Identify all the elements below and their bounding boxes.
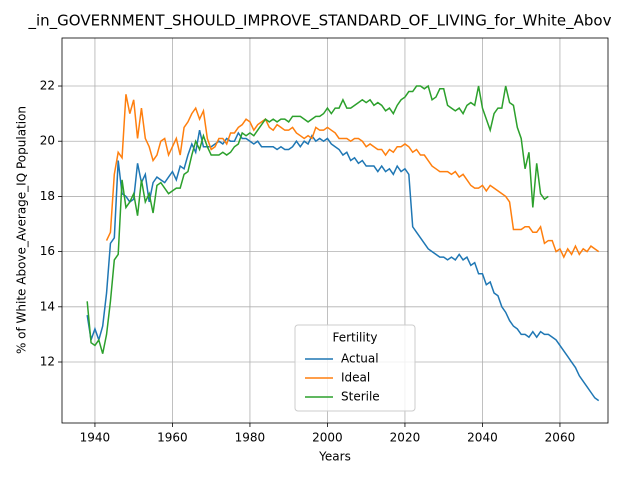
y-axis-label: % of White Above_Average_IQ Population <box>15 106 29 354</box>
x-tick-label: 1940 <box>80 431 111 445</box>
plot-frame <box>61 37 609 424</box>
line-series <box>86 84 549 354</box>
legend-title: Fertility <box>332 331 377 345</box>
x-axis-label: Years <box>318 450 351 464</box>
legend-label: Sterile <box>341 390 380 404</box>
y-tick-label: 22 <box>40 79 55 93</box>
legend-box <box>294 324 416 412</box>
x-tick-label: 2000 <box>312 431 343 445</box>
y-tick-label: 20 <box>40 134 55 148</box>
x-tick-label: 2060 <box>545 431 576 445</box>
line-series <box>105 94 600 259</box>
y-tick-label: 12 <box>40 355 55 369</box>
line-series <box>86 130 600 402</box>
chart-title: _in_GOVERNMENT_SHOULD_IMPROVE_STANDARD_O… <box>28 12 612 31</box>
legend-label: Ideal <box>341 371 370 385</box>
y-tick-label: 18 <box>40 189 55 203</box>
x-tick-label: 1980 <box>235 431 266 445</box>
x-tick-label: 1960 <box>157 431 188 445</box>
legend-label: Actual <box>341 352 379 366</box>
x-tick-label: 2020 <box>390 431 421 445</box>
x-tick-label: 2040 <box>467 431 498 445</box>
y-tick-label: 14 <box>40 299 55 313</box>
y-tick-label: 16 <box>40 244 55 258</box>
